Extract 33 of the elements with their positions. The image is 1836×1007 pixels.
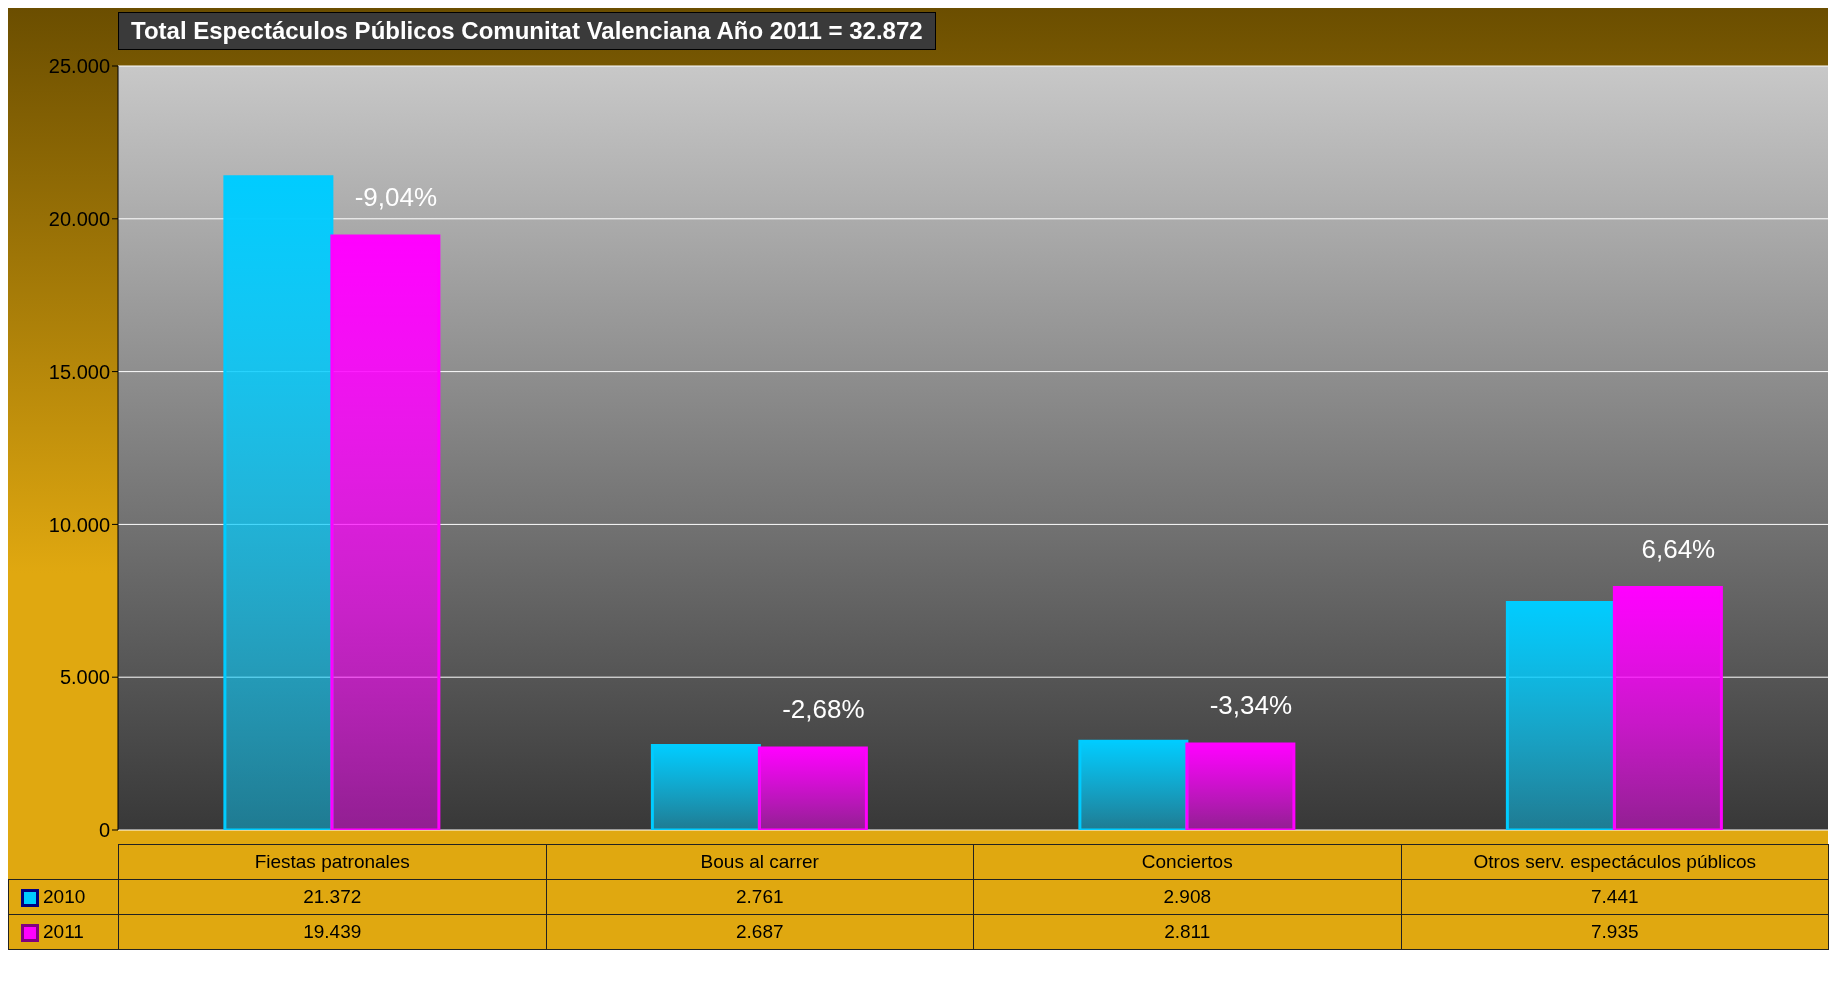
bar [1078, 739, 1189, 830]
legend-label: 2011 [43, 921, 84, 942]
x-tick-label: Conciertos [973, 844, 1401, 880]
x-tick-label: Otros serv. espectáculos públicos [1401, 844, 1829, 880]
y-tick-label: 10.000 [48, 513, 110, 536]
data-label: 2.908 [973, 879, 1401, 915]
bar [223, 175, 334, 830]
y-tick-label: 0 [98, 819, 110, 842]
legend-label: 2010 [43, 886, 86, 907]
data-label: 19.439 [118, 914, 546, 950]
x-tick-label: Fiestas patronales [118, 844, 546, 880]
x-tick-label: Bous al carrer [546, 844, 974, 880]
data-label: 7.441 [1401, 879, 1829, 915]
bar [1612, 586, 1723, 830]
bar [650, 744, 761, 830]
bar [1185, 742, 1296, 830]
annotation: 6,64% [1641, 533, 1716, 564]
data-label: 2.687 [546, 914, 974, 950]
annotation: -3,34% [1209, 690, 1293, 721]
annotation: -9,04% [354, 181, 438, 212]
data-label: 2.811 [973, 914, 1401, 950]
y-tick-label: 5.000 [59, 666, 110, 689]
y-tick-label: 15.000 [48, 360, 110, 383]
chart-title: Total Espectáculos Públicos Comunitat Valenciana Año 2011 = 32.872 [118, 12, 936, 50]
data-label: 7.935 [1401, 914, 1829, 950]
y-tick-label: 25.000 [48, 55, 110, 78]
bar [1505, 601, 1616, 830]
annotation: -2,68% [782, 693, 865, 724]
y-tick-label: 20.000 [48, 207, 110, 230]
data-label: 21.372 [118, 879, 546, 915]
data-label: 2.761 [546, 879, 974, 915]
bar [330, 234, 441, 830]
bar [757, 746, 868, 830]
